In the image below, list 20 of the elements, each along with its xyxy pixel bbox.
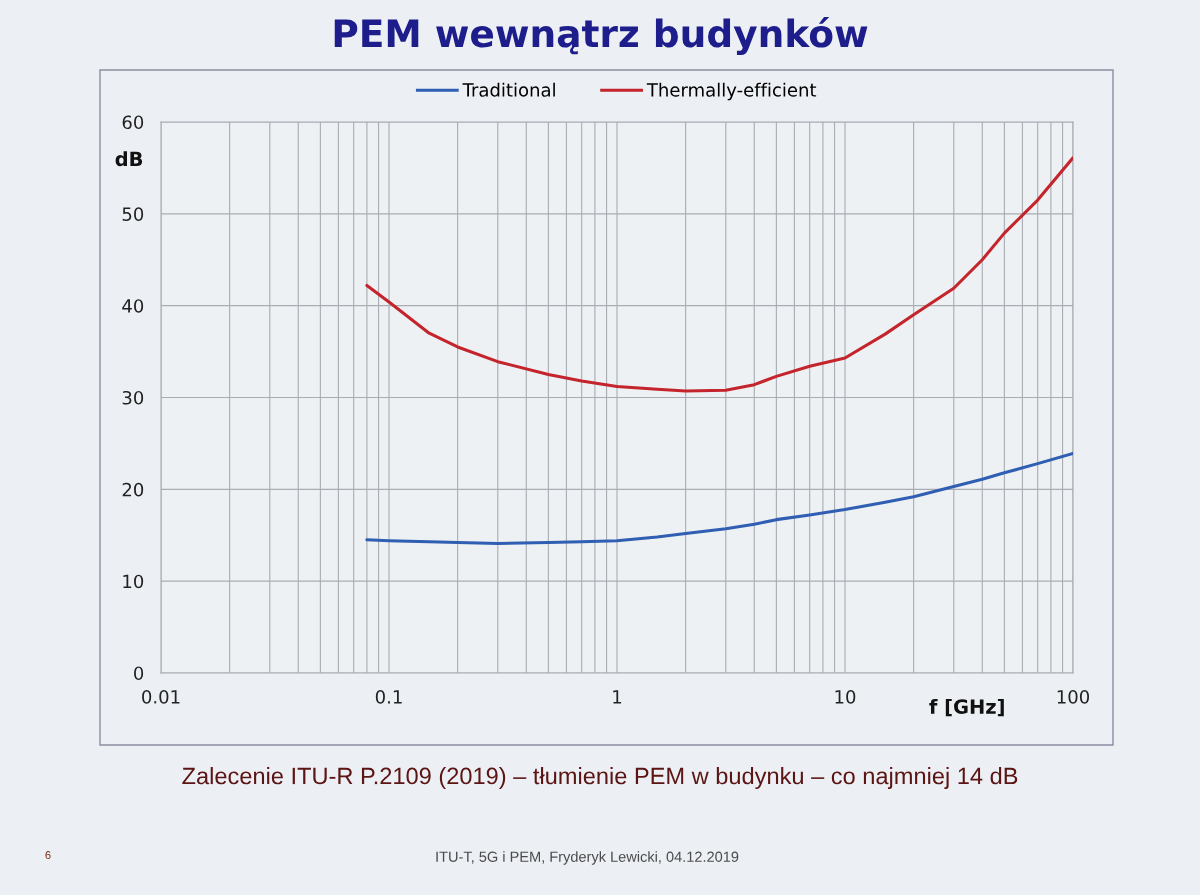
x-tick-label: 10 (835, 689, 856, 704)
x-axis-title: f [GHz] (929, 698, 1004, 717)
chart-title: PEM wewnątrz budynków (334, 16, 868, 56)
y-tick-label: 40 (122, 299, 144, 313)
x-tick-label: 100 (1057, 689, 1090, 704)
text: 6 (45, 851, 51, 859)
y-tick-label: 50 (122, 207, 144, 221)
text: Zalecenie ITU-R P.2109 (2019) – tłumienie PEM w budynku – co najmniej 14 dB (182, 766, 1018, 790)
legend-label: Traditional (462, 82, 555, 97)
y-tick-label: 30 (122, 390, 144, 405)
y-tick-label: 0 (134, 666, 144, 681)
text: ITU-T, 5G i PEM, Fryderyk Lewicki, 04.12.2019 (436, 851, 739, 865)
y-tick-label: 10 (123, 574, 144, 589)
y-tick-label: 20 (122, 482, 144, 497)
legend-label: Thermally-efficient (646, 82, 817, 101)
y-axis-title: dB (115, 151, 143, 167)
x-tick-label: 1 (613, 690, 622, 704)
y-tick-label: 60 (122, 115, 144, 130)
x-tick-label: 0.1 (375, 689, 402, 704)
x-tick-label: 0.01 (142, 689, 180, 704)
